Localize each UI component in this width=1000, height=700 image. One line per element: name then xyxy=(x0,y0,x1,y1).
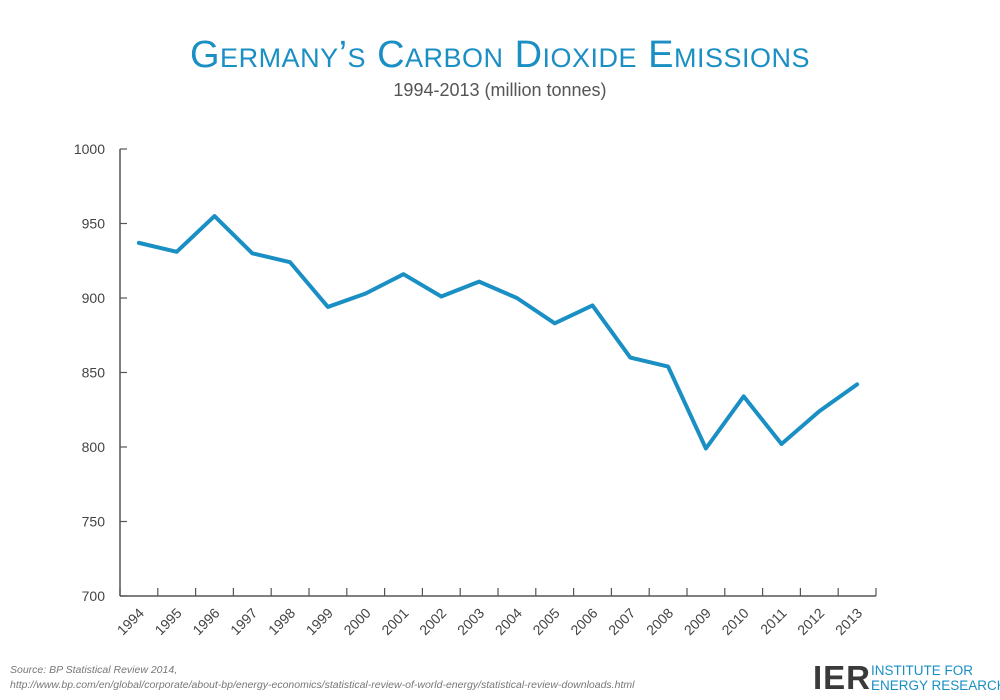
x-tick-label: 2006 xyxy=(567,605,600,638)
series-group xyxy=(136,214,860,451)
x-tick-label: 2007 xyxy=(605,605,638,638)
x-tick-label: 1994 xyxy=(114,605,147,638)
x-tick-label: 1999 xyxy=(303,605,336,638)
y-tick-label: 1000 xyxy=(74,141,105,157)
y-tick-labels: 700 750 800 850 900 950 1000 xyxy=(74,141,105,604)
x-tick-label: 2012 xyxy=(794,605,827,638)
logo-mark: IER xyxy=(813,659,872,696)
x-tick-label: 2005 xyxy=(529,605,562,638)
x-tick-label: 1996 xyxy=(189,605,222,638)
y-tick-label: 700 xyxy=(82,588,106,604)
y-tick-label: 950 xyxy=(82,216,106,232)
x-tick-label: 2002 xyxy=(416,605,449,638)
x-tick-label: 2009 xyxy=(681,605,714,638)
x-tick-label: 2011 xyxy=(757,605,790,638)
x-tick-label: 1998 xyxy=(265,605,298,638)
chart-title: Germany’s Carbon Dioxide Emissions xyxy=(190,34,810,76)
x-tick-label: 1997 xyxy=(227,605,260,638)
series-line xyxy=(136,214,860,451)
y-tick-label: 900 xyxy=(82,290,106,306)
x-tick-label: 1995 xyxy=(151,605,184,638)
chart-axes xyxy=(119,148,877,597)
x-tick-label: 2004 xyxy=(492,605,525,638)
source-line-1: Source: BP Statistical Review 2014, xyxy=(10,664,178,676)
logo-line-2: ENERGY RESEARCH xyxy=(871,678,1000,693)
x-tick-label: 2008 xyxy=(643,605,676,638)
logo-text: INSTITUTE FOR ENERGY RESEARCH xyxy=(871,663,1000,693)
source-note: Source: BP Statistical Review 2014, http… xyxy=(10,663,634,693)
x-tick-label: 2013 xyxy=(832,605,865,638)
logo-line-1: INSTITUTE FOR xyxy=(871,663,973,678)
x-tick-label: 2003 xyxy=(454,605,487,638)
source-line-2: http://www.bp.com/en/global/corporate/ab… xyxy=(10,679,635,691)
x-tick-labels: 1994 1995 1996 1997 1998 1999 2000 2001 2002 2003… xyxy=(114,605,866,638)
chart-subtitle: 1994-2013 (million tonnes) xyxy=(393,80,607,100)
y-tick-label: 750 xyxy=(82,514,106,530)
x-tick-label: 2000 xyxy=(340,605,373,638)
x-tick-label: 2010 xyxy=(718,605,751,638)
y-tick-label: 800 xyxy=(82,439,106,455)
x-tick-label: 2001 xyxy=(378,605,411,638)
y-tick-label: 850 xyxy=(82,365,106,381)
